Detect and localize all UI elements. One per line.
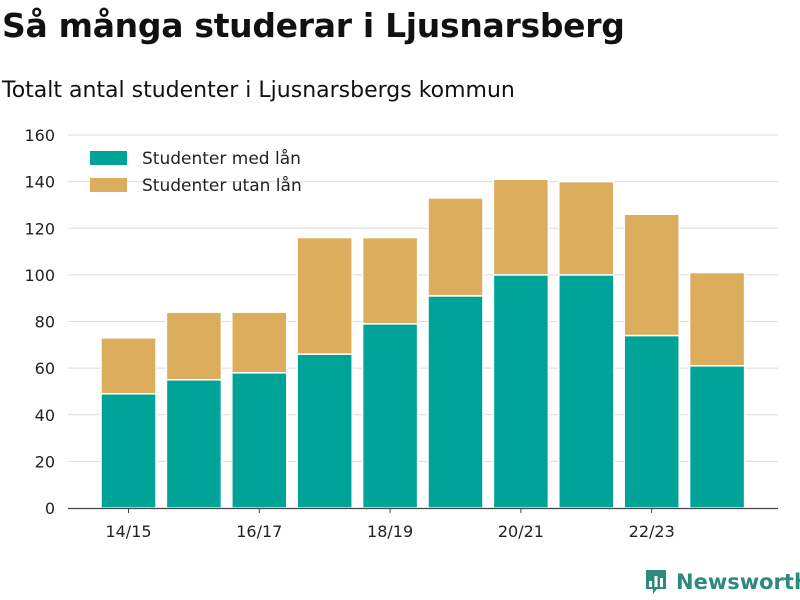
x-tick-label: 20/21 — [498, 522, 544, 541]
y-tick-label: 0 — [45, 499, 55, 518]
y-tick-label: 20 — [35, 452, 55, 471]
chart-title: Så många studerar i Ljusnarsberg — [2, 6, 625, 45]
brand-logo: Newsworthy — [644, 568, 800, 596]
legend-label: Studenter med lån — [142, 148, 301, 169]
y-tick-label: 120 — [24, 219, 55, 238]
bar-studenter-utan-lan — [165, 311, 223, 381]
bar-studenter-med-lan — [100, 393, 157, 509]
legend: Studenter med lån Studenter utan lån — [90, 148, 302, 196]
bar-studenter-utan-lan — [361, 236, 419, 325]
y-tick-label: 60 — [35, 359, 55, 378]
bar-studenter-utan-lan — [427, 197, 484, 297]
chart-subtitle: Totalt antal studenter i Ljusnarsbergs k… — [2, 78, 515, 103]
bar-studenter-med-lan — [296, 353, 353, 509]
bar-studenter-med-lan — [427, 295, 484, 509]
bar-studenter-utan-lan — [492, 178, 550, 276]
x-tick-label: 14/15 — [105, 522, 151, 541]
bars — [100, 178, 746, 509]
bar-studenter-utan-lan — [231, 311, 288, 374]
legend-swatch — [90, 151, 127, 165]
bar-studenter-med-lan — [623, 334, 680, 509]
bar-studenter-utan-lan — [623, 213, 680, 337]
bar-studenter-med-lan — [558, 274, 615, 509]
legend-label: Studenter utan lån — [142, 175, 302, 196]
y-tick-label: 100 — [24, 266, 55, 285]
bar-studenter-utan-lan — [100, 337, 157, 395]
legend-swatch — [90, 178, 127, 192]
x-tick-label: 16/17 — [236, 522, 282, 541]
bar-studenter-utan-lan — [688, 271, 746, 367]
bar-studenter-med-lan — [231, 372, 288, 509]
brand-name: Newsworthy — [676, 570, 800, 594]
y-tick-label: 40 — [35, 406, 55, 425]
y-tick-label: 80 — [35, 313, 55, 332]
x-tick-label: 18/19 — [367, 522, 413, 541]
y-tick-label: 140 — [24, 173, 55, 192]
bar-studenter-med-lan — [688, 365, 746, 509]
bar-studenter-med-lan — [165, 379, 223, 509]
bar-studenter-utan-lan — [558, 180, 615, 276]
bar-studenter-med-lan — [361, 323, 419, 509]
bar-chart-logo-icon — [646, 570, 666, 594]
bar-studenter-utan-lan — [296, 236, 353, 355]
bar-studenter-med-lan — [492, 274, 550, 509]
axes: 0 20 40 60 80 100 120 140 160 14/15 16/17 18/19 20/2… — [24, 126, 778, 541]
x-tick-label: 22/23 — [629, 522, 675, 541]
y-tick-label: 160 — [24, 126, 55, 145]
